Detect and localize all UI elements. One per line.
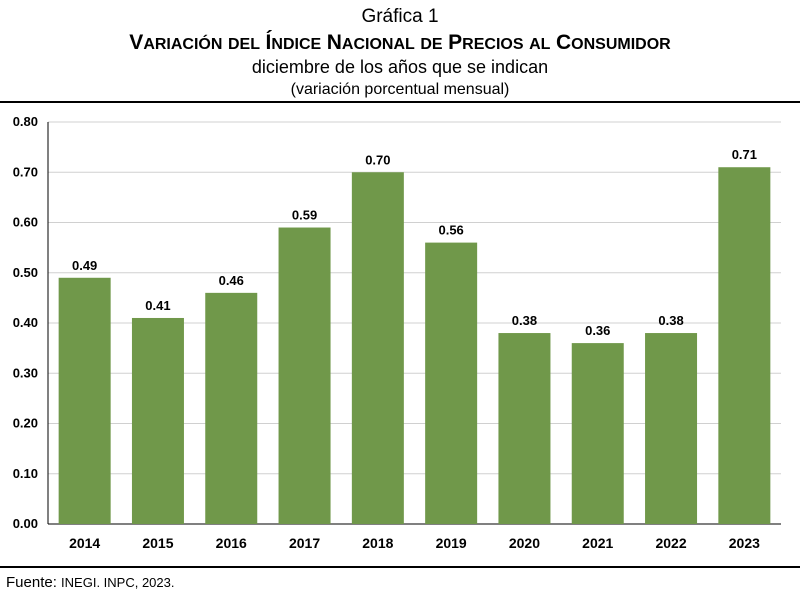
y-tick-label: 0.70 [13, 164, 38, 179]
source-note: Fuente: INEGI. INPC, 2023. [6, 574, 174, 591]
x-tick-label: 2014 [69, 535, 100, 551]
bar [645, 333, 698, 524]
x-tick-label: 2016 [216, 535, 247, 551]
data-label: 0.56 [438, 223, 463, 238]
y-tick-label: 0.50 [13, 265, 38, 280]
data-label: 0.70 [365, 152, 390, 167]
y-tick-label: 0.00 [13, 516, 38, 531]
y-tick-label: 0.80 [13, 114, 38, 129]
chart-number: Gráfica 1 [361, 6, 439, 27]
chart-title: VARIACIÓN DEL ÍNDICE NACIONAL DE PRECIOS… [129, 31, 671, 54]
bar [205, 292, 258, 524]
bar [278, 227, 331, 524]
data-label: 0.41 [145, 298, 170, 313]
x-tick-label: 2022 [655, 535, 686, 551]
data-label: 0.46 [219, 273, 244, 288]
data-label: 0.38 [512, 313, 537, 328]
source-value: INEGI. INPC, 2023. [61, 575, 175, 590]
bar-chart: 0.00 0.10 0.20 0.30 0.40 0.50 0.60 0.70 0.80 0.49… [13, 114, 781, 551]
y-tick-label: 0.30 [13, 365, 38, 380]
y-tick-label: 0.10 [13, 466, 38, 481]
bar [571, 343, 624, 524]
y-tick-label: 0.40 [13, 315, 38, 330]
bar [498, 333, 551, 524]
data-label: 0.59 [292, 208, 317, 223]
bar [425, 242, 478, 524]
data-label: 0.36 [585, 323, 610, 338]
x-tick-label: 2017 [289, 535, 320, 551]
bar [131, 317, 184, 524]
x-tick-label: 2019 [436, 535, 467, 551]
x-tick-label: 2021 [582, 535, 613, 551]
bar [351, 172, 404, 524]
data-label: 0.71 [732, 147, 757, 162]
chart-subtitle: diciembre de los años que se indican [251, 57, 549, 77]
top-rule [0, 101, 800, 103]
x-tick-label: 2015 [142, 535, 173, 551]
data-label: 0.38 [658, 313, 683, 328]
x-tick-label: 2020 [509, 535, 540, 551]
bottom-rule [0, 566, 800, 568]
bar [718, 167, 771, 524]
bar [58, 277, 111, 524]
y-tick-label: 0.60 [13, 215, 38, 230]
data-label: 0.49 [72, 258, 97, 273]
chart-unit-note: (variación porcentual mensual) [290, 81, 510, 98]
source-label: Fuente: [6, 574, 57, 591]
x-tick-label: 2018 [362, 535, 393, 551]
y-tick-label: 0.20 [13, 416, 38, 431]
x-tick-label: 2023 [729, 535, 760, 551]
